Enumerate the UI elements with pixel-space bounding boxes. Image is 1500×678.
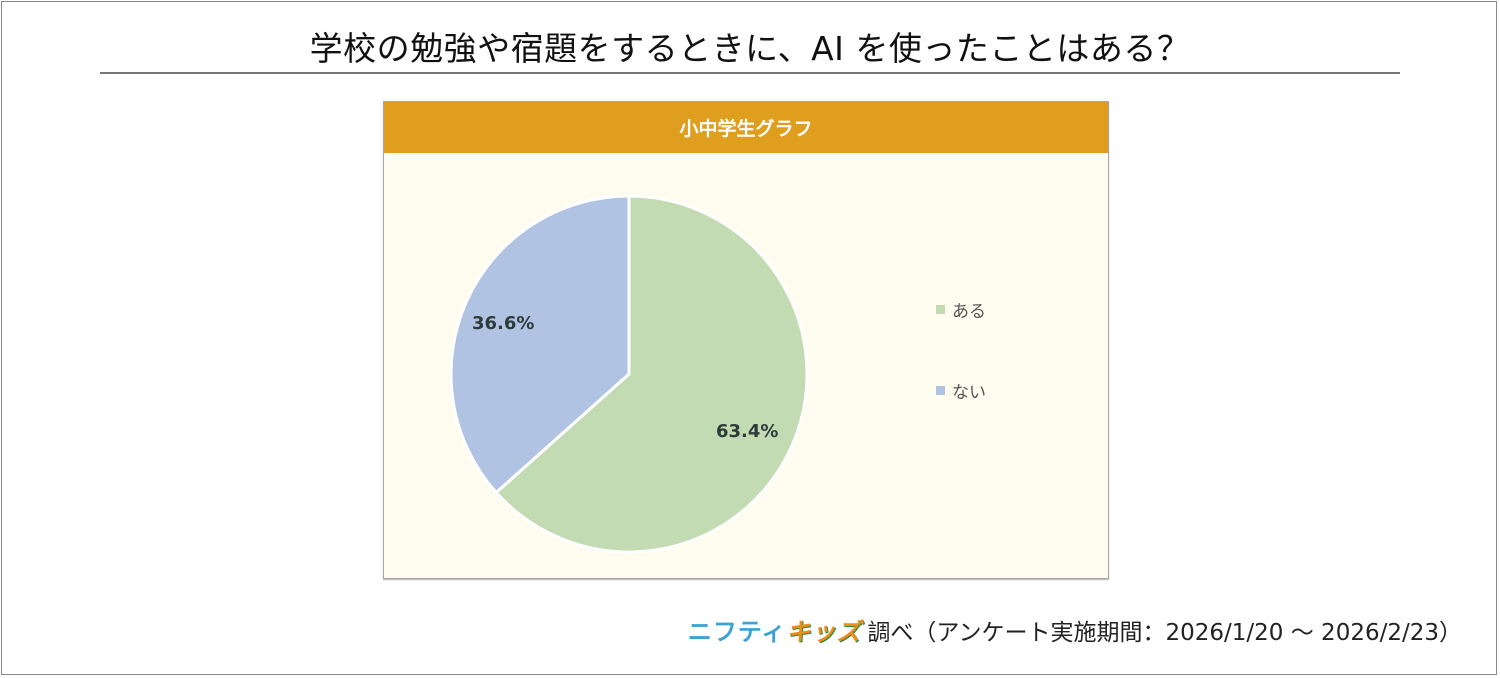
legend-label-aru: ある	[952, 302, 986, 322]
pie-slice-0	[494, 194, 809, 554]
chart-title: 学校の勉強や宿題をするときに、AI を使ったことはある？	[309, 29, 1191, 68]
chart-panel: 小中学生グラフ 63.4% 36.6% ある ない	[383, 101, 1109, 579]
source-footer: ニフティ キッズ 調べ（アンケート実施期間：2026/1/20 ～ 2026/2…	[688, 612, 1462, 647]
pie-slice-1	[449, 194, 631, 495]
slice-label-aru: 63.4%	[716, 421, 779, 442]
brand-logo-nifty: ニフティ	[687, 618, 787, 646]
legend-label-nai: ない	[952, 383, 986, 403]
legend-swatch-aru	[936, 305, 945, 314]
legend-swatch-nai	[936, 386, 945, 395]
pie-chart	[449, 194, 809, 554]
brand-logo-kids: キッズ	[786, 618, 862, 646]
title-divider	[100, 72, 1400, 74]
legend-item-aru: ある	[936, 297, 986, 322]
legend-item-nai: ない	[936, 378, 986, 403]
slice-label-nai: 36.6%	[472, 313, 535, 334]
source-text: 調べ（アンケート実施期間：2026/1/20 ～ 2026/2/23）	[867, 619, 1462, 646]
chart-header: 小中学生グラフ	[384, 102, 1108, 153]
